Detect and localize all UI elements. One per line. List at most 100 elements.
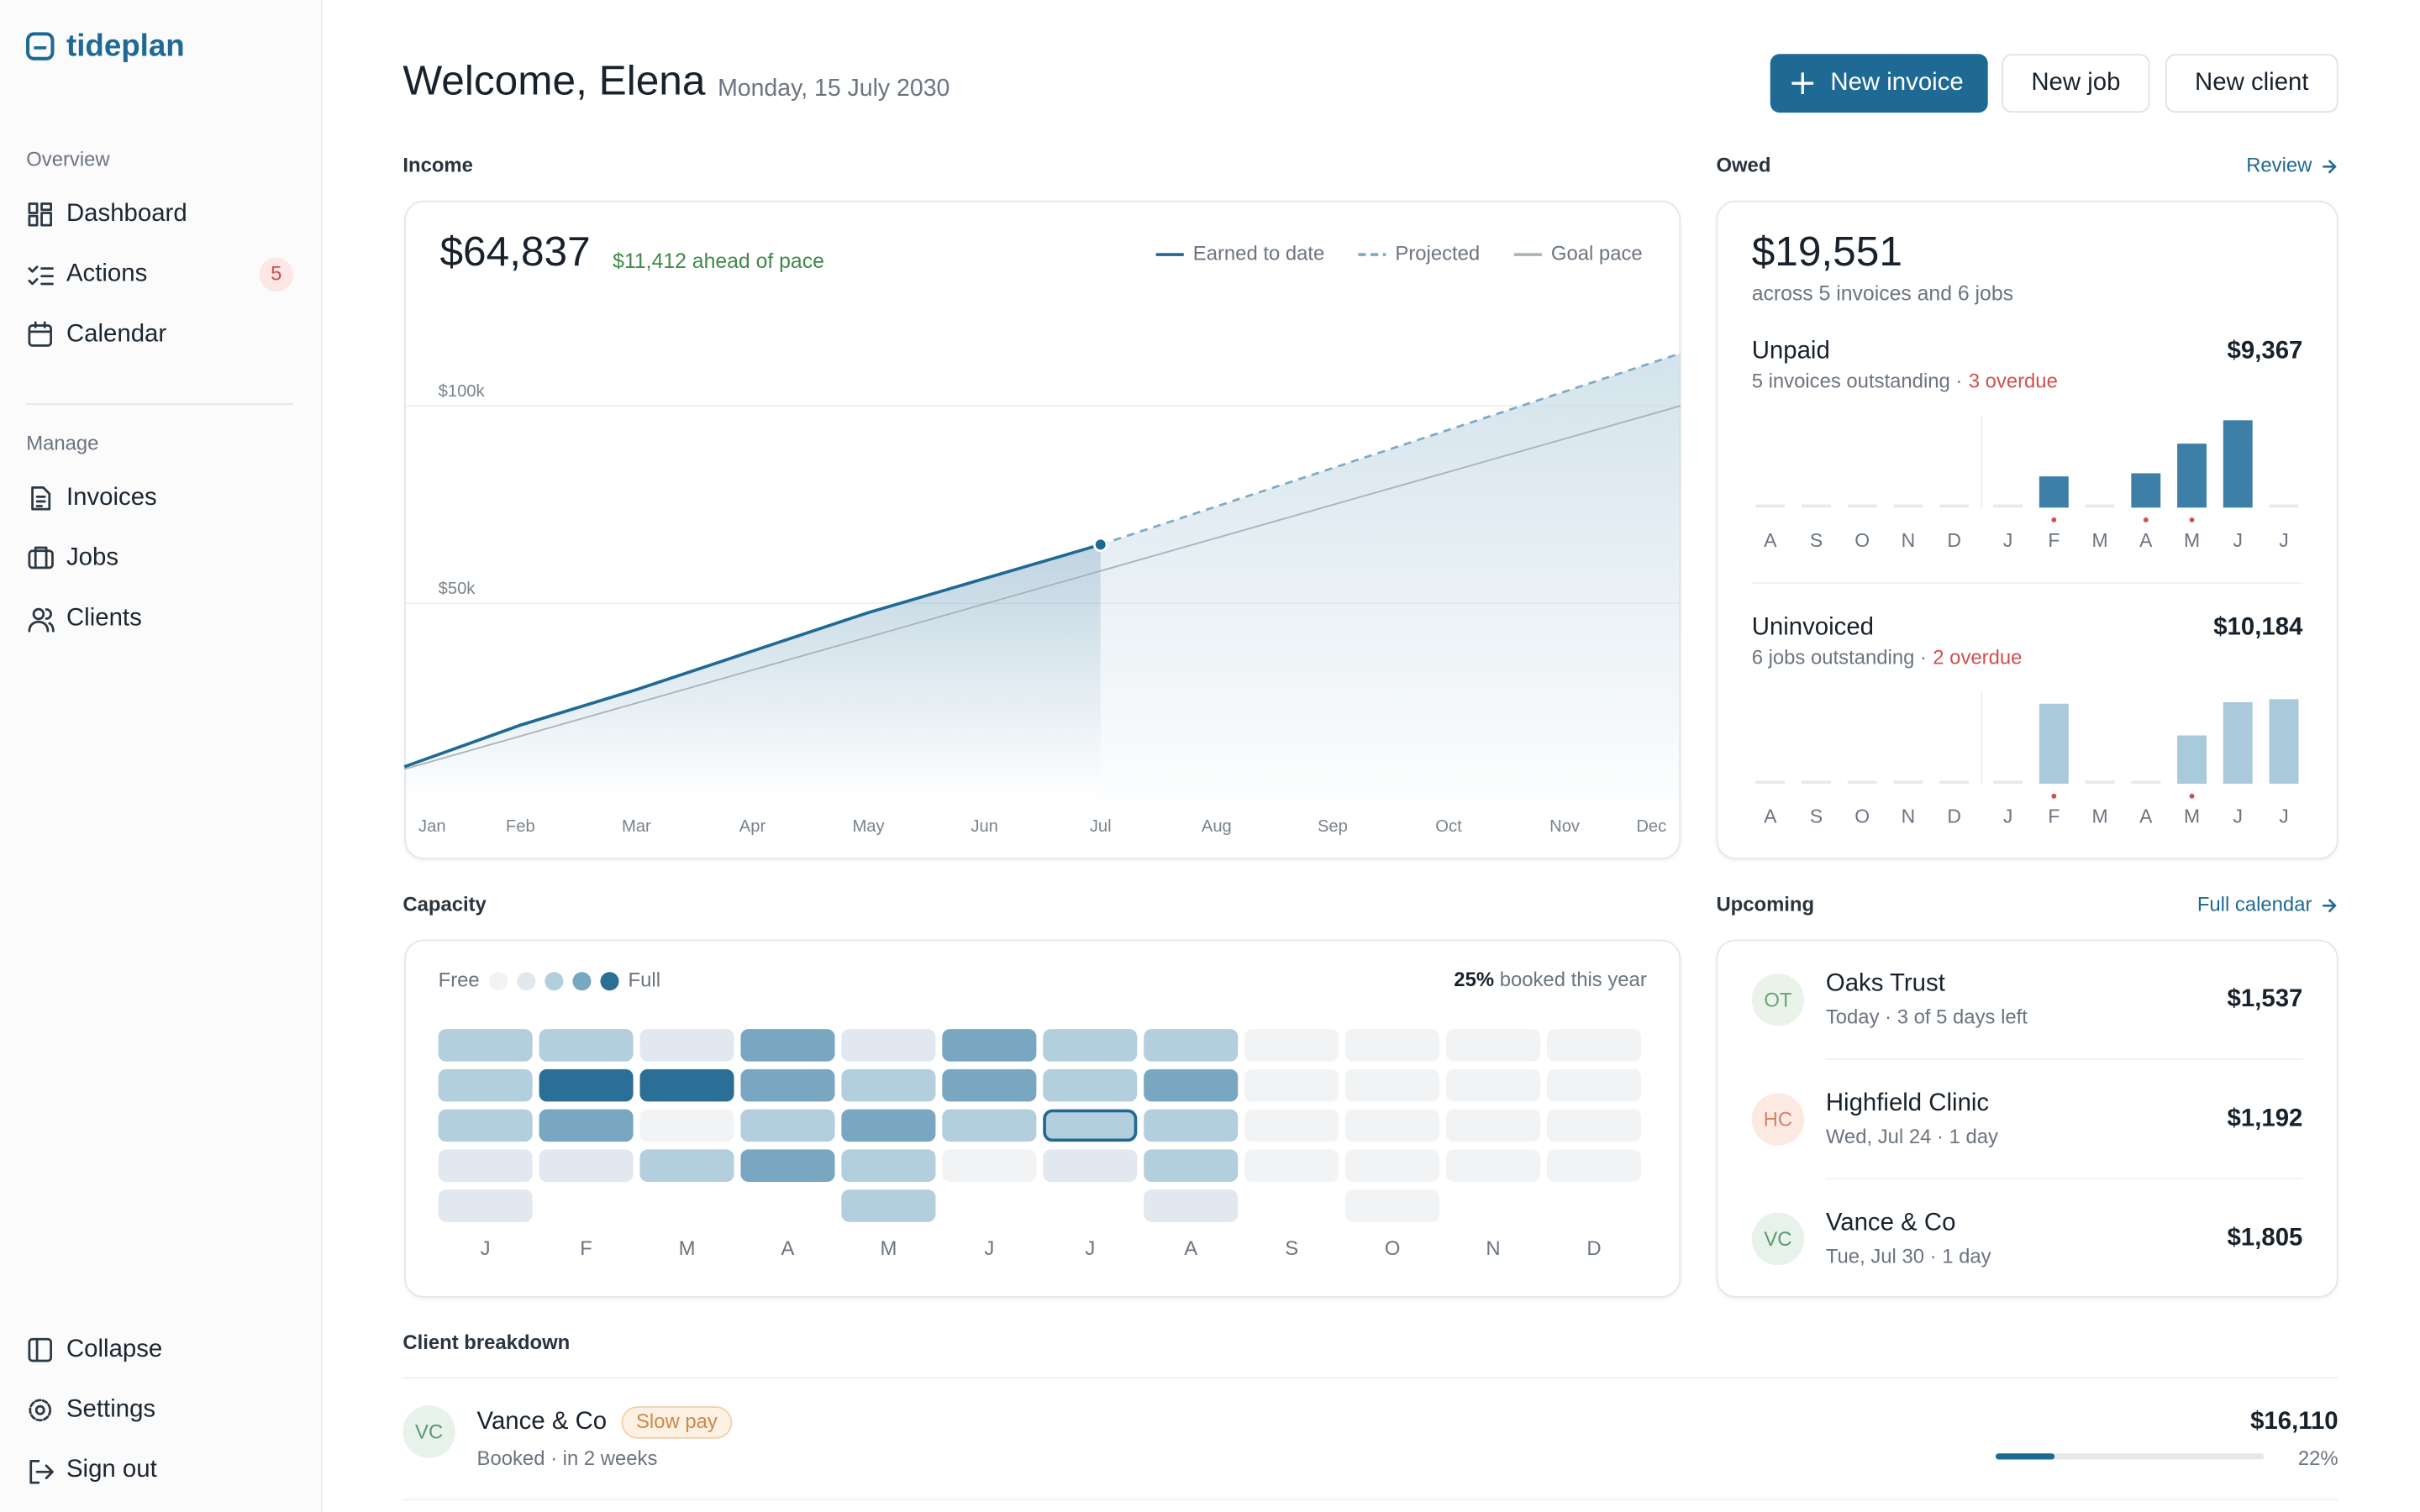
x-tick-label: Mar [622,817,651,836]
button-new-client[interactable] [2165,54,2338,113]
heat-cell [1144,1029,1239,1062]
heat-cell [841,1029,936,1062]
item-amount: $1,192 [2228,1104,2303,1131]
arrow-icon [2323,898,2337,913]
x-tick-label: M [2184,529,2200,551]
avatar-initials: OT [1764,989,1792,1011]
icon-settings [29,1399,52,1422]
nav-item[interactable]: Collapse [66,1335,162,1362]
x-tick-label: O [1854,806,1870,827]
button-label[interactable]: New job [2031,68,2120,96]
tag-label: Slow pay [636,1410,718,1433]
brand[interactable]: tideplan [66,29,185,63]
link-review[interactable]: Review [2246,155,2312,177]
item-name[interactable]: Highfield Clinic [1826,1089,1989,1116]
nav-item[interactable]: Sign out [66,1455,157,1483]
bar [1755,504,1786,508]
heat-cell [1546,1029,1642,1062]
item-amount: $1,805 [2228,1224,2303,1252]
x-tick-label: A [1764,806,1777,827]
income-total: $64,837 [439,228,590,275]
x-tick-label: N [1902,529,1916,551]
x-tick-label: J [984,1237,994,1260]
nav-item[interactable]: Actions [66,260,147,287]
heat-cell [1446,1149,1541,1182]
client-amount: $16,110 [2250,1407,2338,1435]
page-date: Monday, 15 July 2030 [718,75,950,102]
heat-cell [841,1189,936,1222]
nav-item[interactable]: Settings [66,1395,155,1423]
nav-section: Overview [26,148,110,171]
button-new-job[interactable] [2002,54,2150,113]
heat-cell [1345,1189,1440,1222]
bar [2223,420,2253,508]
x-tick-label: M [2184,806,2200,827]
nav-item[interactable]: Jobs [66,543,118,571]
section-label: Income [402,155,473,177]
heat-cell [1144,1189,1239,1222]
heat-cell [1144,1068,1239,1102]
overdue-dot [2189,517,2195,522]
legend-level [572,972,592,991]
bar [1755,780,1786,785]
x-tick-label: A [1764,529,1777,551]
heat-cell [1345,1029,1440,1062]
nav-item[interactable]: Calendar [66,319,166,347]
x-tick-label: J [2003,529,2012,551]
item-name[interactable]: Oaks Trust [1826,969,1945,997]
item-detail: Today · 3 of 5 days left [1826,1006,2028,1029]
arrow-icon [2323,160,2337,174]
icon-calendar [28,321,52,347]
x-tick-label: M [880,1237,897,1260]
icon-jobs [28,546,54,570]
button-new-invoice[interactable] [1770,54,1988,113]
bar [2039,703,2069,785]
item-name[interactable]: Vance & Co [1826,1208,1956,1236]
heat-cell [1244,1149,1339,1182]
link-full-calendar[interactable]: Full calendar [2197,893,2312,916]
avatar-initials: HC [1764,1109,1792,1131]
heat-cell [1345,1068,1440,1102]
x-tick-label: J [2279,529,2288,551]
x-tick-label: D [1947,806,1961,827]
client-detail: Booked · in 2 weeks [477,1447,658,1470]
overdue-dot [2051,517,2057,522]
heat-cell [438,1109,533,1142]
heat-cell [740,1109,835,1142]
x-tick-label: A [2139,529,2153,551]
share-track [1995,1453,2265,1460]
heat-cell [639,1029,734,1062]
heat-cell [639,1068,734,1102]
heat-cell [1244,1029,1339,1062]
icon-signout [29,1460,54,1484]
heat-cell [1144,1149,1239,1182]
heat-cell [1345,1109,1440,1142]
icon-invoices [31,486,51,511]
x-tick-label: Dec [1636,817,1666,836]
heat-cell [539,1149,634,1182]
button-label[interactable]: New invoice [1830,68,1963,96]
nav-icons [28,202,55,1484]
x-tick-label: Apr [739,817,766,836]
client-name[interactable]: Vance & Co [477,1407,608,1435]
group-amount: $9,367 [2228,337,2303,365]
nav-item[interactable]: Invoices [66,483,157,511]
x-tick-label: J [2003,806,2012,827]
bar [1847,780,1877,785]
nav-item[interactable]: Dashboard [66,199,187,227]
heat-cell [1546,1068,1642,1102]
button-label[interactable]: New client [2195,68,2309,96]
nav-item[interactable]: Clients [66,603,142,631]
item-amount: $1,537 [2228,984,2303,1012]
heat-cell [639,1109,734,1142]
avatar [1751,1212,1805,1266]
owed-total: $19,551 [1752,228,1902,275]
bar [2131,473,2161,508]
detail-text: 6 jobs outstanding · [1752,647,1927,669]
booked-summary: 25% booked this year [1454,969,1647,991]
group-amount: $10,184 [2213,612,2303,640]
bar [2085,504,2115,508]
overdue-dot [2189,793,2195,799]
income-note: $11,412 ahead of pace [613,250,824,273]
bar [2269,699,2299,785]
